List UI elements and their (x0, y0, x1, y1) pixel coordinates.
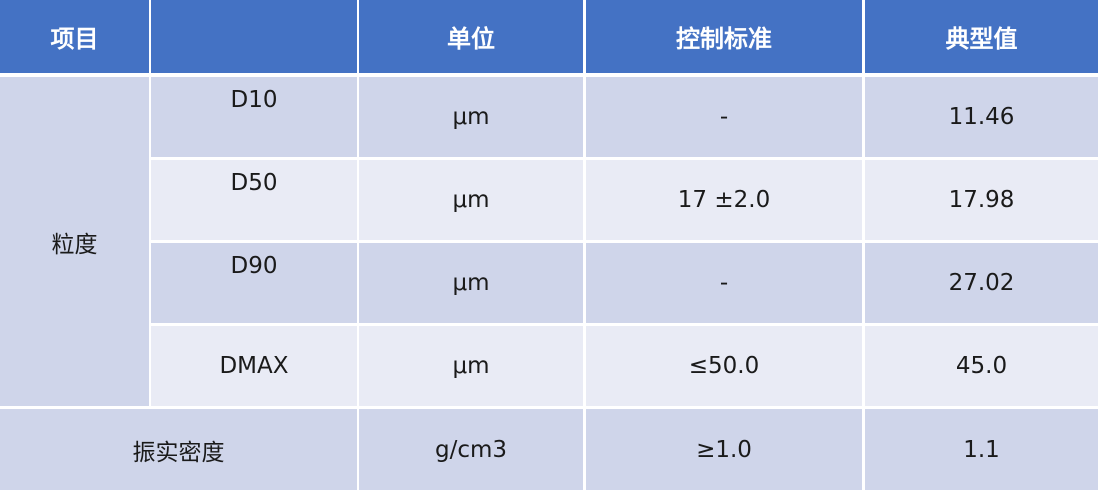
row-name: DMAX (151, 326, 357, 406)
header-standard: 控制标准 (586, 0, 862, 73)
row-standard: - (586, 77, 862, 157)
row-standard: - (586, 243, 862, 323)
tap-density-standard: ≥1.0 (586, 409, 862, 490)
row-unit: μm (359, 77, 583, 157)
row-typical: 11.46 (865, 77, 1098, 157)
row-typical: 45.0 (865, 326, 1098, 406)
header-item: 项目 (0, 0, 149, 73)
tap-density-typical: 1.1 (865, 409, 1098, 490)
row-name: D10 (151, 77, 357, 157)
row-unit: μm (359, 243, 583, 323)
row-name: D90 (151, 243, 357, 323)
group-particle-size: 粒度 (0, 77, 149, 406)
row-standard: ≤50.0 (586, 326, 862, 406)
row-typical: 27.02 (865, 243, 1098, 323)
tap-density-name: 振实密度 (0, 409, 357, 490)
header-unit: 单位 (359, 0, 583, 73)
row-standard: 17 ±2.0 (586, 160, 862, 240)
row-unit: μm (359, 326, 583, 406)
row-typical: 17.98 (865, 160, 1098, 240)
tap-density-unit: g/cm3 (359, 409, 583, 490)
row-name: D50 (151, 160, 357, 240)
row-unit: μm (359, 160, 583, 240)
header-sub (151, 0, 357, 73)
header-typical: 典型值 (865, 0, 1098, 73)
